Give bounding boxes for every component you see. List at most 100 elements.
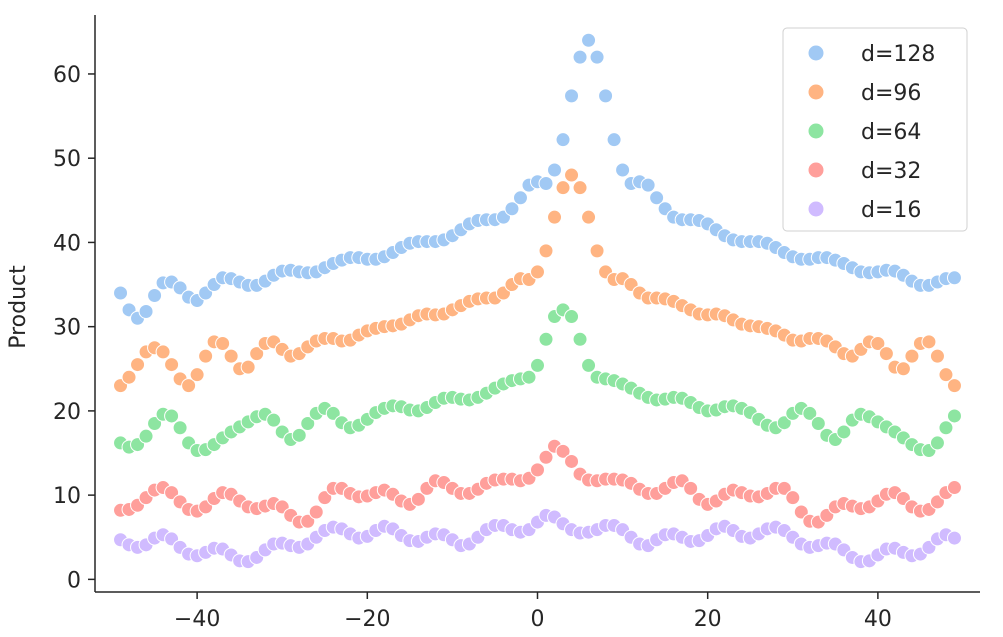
data-point [895,361,911,377]
y-axis-label: Product [6,265,31,349]
series-d=96 [113,167,962,394]
y-tick-label: 50 [53,147,81,172]
data-point [555,180,571,196]
data-point [581,357,597,373]
data-point [606,132,622,148]
data-point [538,449,554,465]
data-point [223,348,239,364]
data-point [215,336,231,352]
series-d=64 [113,302,962,458]
series-d=128 [113,32,962,326]
data-point [640,177,656,193]
data-point [189,367,205,383]
data-point [138,304,154,319]
data-point [291,427,307,443]
x-tick-label: −40 [174,607,220,632]
x-ticks: −40 −20 0 20 40 [174,592,892,632]
data-point [164,408,180,424]
data-point [785,490,801,506]
data-point [164,485,180,501]
data-point [317,490,333,506]
data-point [138,428,154,444]
data-point [776,415,792,431]
data-point [802,405,818,421]
legend-frame [782,27,968,232]
legend-label: d=64 [861,120,921,145]
data-point [921,334,937,350]
legend-label: d=128 [861,42,935,67]
data-points [113,32,962,570]
data-point [870,336,886,352]
data-point [266,412,282,428]
data-point [325,405,341,421]
y-tick-label: 30 [53,316,81,341]
data-point [530,357,545,373]
data-point [147,416,163,432]
data-point [155,344,171,360]
data-point [810,416,826,432]
data-point [300,416,316,432]
legend-marker [807,44,825,62]
data-point [172,420,188,436]
legend-marker [807,83,825,101]
data-point [929,348,945,364]
data-point [946,480,962,496]
y-tick-label: 40 [53,231,81,256]
data-point [300,513,316,529]
data-point [547,209,563,225]
data-point [878,346,894,362]
data-point [564,453,580,469]
data-point [683,480,699,496]
data-point [521,369,537,385]
data-point [581,209,597,225]
legend-marker [807,122,825,140]
data-point [938,420,954,436]
y-tick-label: 60 [53,63,81,88]
data-point [530,462,545,478]
data-point [615,162,631,178]
data-point [564,88,580,104]
y-tick-label: 0 [67,568,81,593]
data-point [589,243,605,259]
legend-marker [807,161,825,179]
legend: d=128 d=96 d=64 d=32 d=16 [782,27,968,232]
legend-label: d=96 [861,81,921,106]
data-point [512,190,528,206]
data-point [946,408,962,424]
data-point [564,309,580,325]
series-d=32 [113,438,962,530]
data-point [946,378,962,394]
data-point [130,357,146,373]
legend-marker [807,200,825,218]
x-tick-label: 0 [531,607,545,632]
data-point [538,243,554,259]
data-point [547,162,563,178]
data-point [581,32,597,48]
data-point [555,132,571,148]
data-point [598,88,614,104]
data-point [793,504,809,520]
data-point [198,348,214,364]
data-point [572,49,588,65]
x-tick-label: 40 [864,607,892,632]
data-point [946,270,962,286]
x-tick-label: 20 [694,607,722,632]
data-point [308,504,324,520]
data-point [121,369,137,385]
data-point [572,180,588,196]
data-point [147,288,163,303]
data-point [530,264,545,280]
data-point [589,49,605,65]
data-point [172,280,188,296]
y-tick-label: 10 [53,484,81,509]
data-point [538,331,554,347]
data-point [946,530,962,546]
x-tick-label: −20 [344,607,390,632]
data-point [836,424,852,440]
legend-label: d=32 [861,159,921,184]
series-d=16 [113,507,962,570]
data-point [929,494,945,510]
data-point [555,443,571,459]
data-point [938,367,954,383]
